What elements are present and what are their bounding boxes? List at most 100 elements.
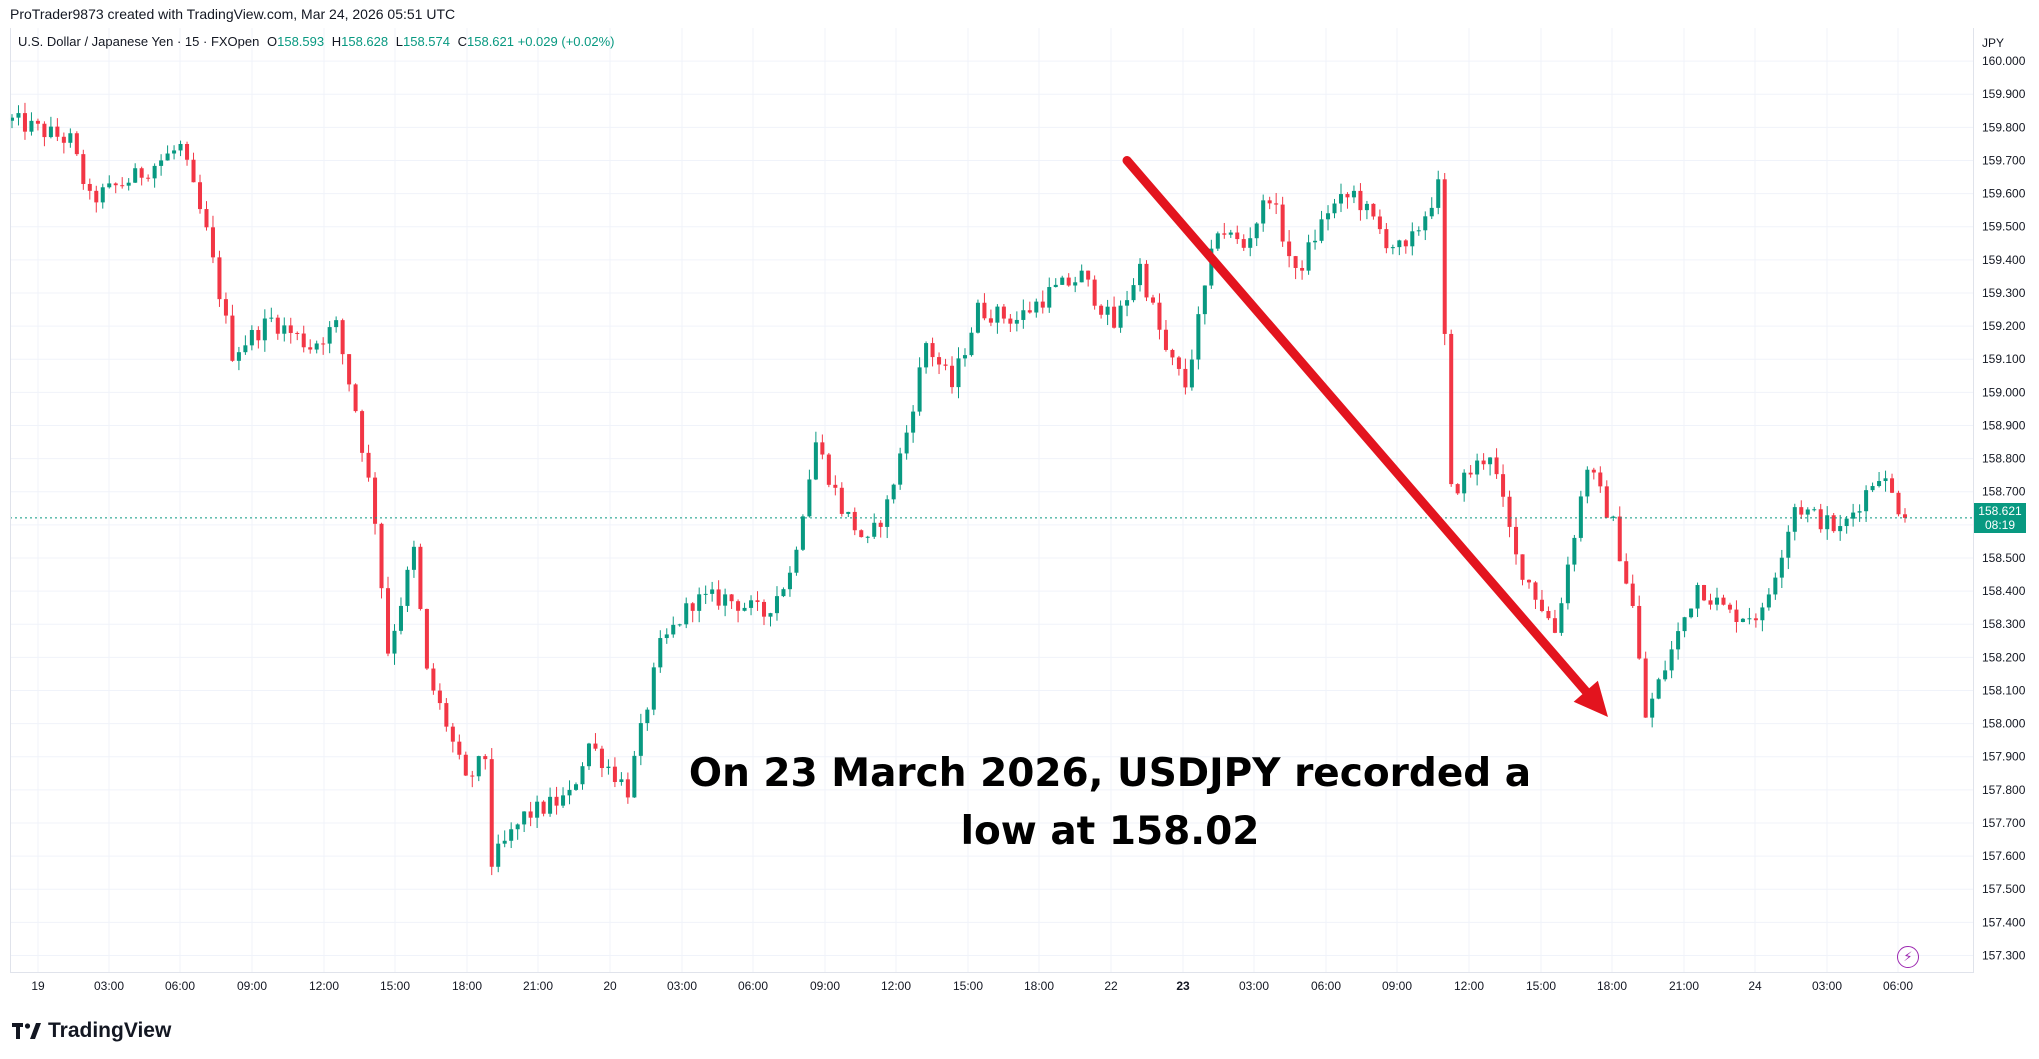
candle (1656, 677, 1661, 700)
candle (664, 628, 669, 644)
price-tick-label: 158.500 (1982, 551, 2026, 565)
price-tick-label: 158.100 (1982, 683, 2026, 697)
candle (1617, 506, 1622, 562)
symbol-name[interactable]: U.S. Dollar / Japanese Yen · 15 · FXOpen (18, 34, 260, 49)
price-tick-label: 158.000 (1982, 717, 2026, 731)
candle (1883, 470, 1888, 492)
candle (930, 337, 935, 367)
candle (535, 795, 540, 828)
candle (1714, 587, 1720, 611)
candle (807, 469, 812, 518)
candle (1300, 260, 1305, 280)
candle (133, 163, 138, 183)
lightning-icon[interactable]: ⚡ (1897, 946, 1919, 968)
candle (1501, 464, 1506, 507)
candle (48, 116, 53, 139)
candle (1060, 275, 1065, 285)
candle (1364, 200, 1369, 220)
candle (839, 482, 844, 517)
candle (178, 140, 183, 157)
candle (1222, 222, 1227, 239)
candle (295, 331, 300, 341)
price-tick-label: 159.300 (1982, 286, 2026, 300)
candlesticks (9, 102, 1908, 876)
candle (120, 177, 125, 189)
candle (729, 594, 734, 609)
candle (1157, 293, 1162, 340)
candle (1306, 234, 1311, 275)
candle (1423, 211, 1428, 241)
candle (632, 750, 637, 798)
candle (1896, 490, 1901, 517)
candle (152, 163, 157, 188)
last-price-tag: 158.621 08:19 (1974, 502, 2026, 533)
tradingview-brand[interactable]: TradingView (12, 1019, 171, 1043)
candle (1663, 660, 1668, 682)
candle (1611, 515, 1616, 522)
candle (658, 630, 663, 673)
candle (962, 348, 967, 367)
candle (1228, 229, 1233, 238)
candle (1196, 306, 1201, 370)
candle (1462, 469, 1467, 502)
candle (1099, 304, 1104, 319)
candle (139, 166, 144, 186)
annotation-text: On 23 March 2026, USDJPY recorded a low … (660, 745, 1560, 861)
candle (1585, 466, 1590, 504)
candle (1248, 227, 1253, 257)
price-tick-label: 157.300 (1982, 948, 2026, 962)
candle (671, 616, 676, 638)
candle (1526, 579, 1532, 589)
candle (437, 683, 442, 710)
candle (956, 347, 961, 399)
candle (1734, 600, 1739, 633)
candle (1520, 554, 1525, 586)
candle (1682, 616, 1687, 638)
candle (288, 317, 293, 344)
candle (1559, 597, 1564, 636)
candle (1377, 209, 1382, 235)
candle (1436, 170, 1441, 215)
candle (593, 733, 598, 751)
candle (586, 742, 591, 770)
candle (392, 624, 397, 665)
candle (898, 447, 903, 490)
candle (872, 513, 877, 539)
currency-label[interactable]: JPY (1982, 36, 2005, 50)
symbol-legend[interactable]: U.S. Dollar / Japanese Yen · 15 · FXOpen… (18, 34, 614, 49)
candle (1261, 194, 1266, 232)
time-tick-label: 06:00 (738, 979, 768, 993)
candle (470, 770, 475, 788)
candle (1773, 572, 1778, 600)
time-tick-label: 06:00 (1311, 979, 1341, 993)
candle (1481, 453, 1486, 470)
candle (1351, 185, 1356, 204)
candle (1287, 230, 1292, 268)
candle (1254, 222, 1259, 247)
candle (9, 114, 15, 129)
time-tick-label: 15:00 (1526, 979, 1556, 993)
candle (398, 597, 403, 635)
candle (165, 145, 170, 161)
candle (1390, 244, 1395, 255)
candle (982, 293, 987, 321)
candle (1410, 222, 1415, 256)
candle (146, 174, 151, 182)
candle (1870, 482, 1875, 493)
price-tick-label: 159.800 (1982, 120, 2026, 134)
time-axis[interactable]: 19 03:00 06:00 09:00 12:00 15:00 18:00 21:00 20 0… (31, 979, 1913, 993)
price-tick-label: 159.700 (1982, 153, 2026, 167)
candle (1624, 553, 1629, 585)
candle (1766, 588, 1771, 611)
candle (690, 602, 695, 623)
candle (1416, 226, 1421, 236)
candle (606, 759, 611, 775)
candle (1138, 258, 1143, 292)
candle (463, 751, 468, 777)
price-tick-label: 158.400 (1982, 584, 2026, 598)
candle (197, 174, 203, 214)
candle (1131, 278, 1136, 303)
time-tick-label: 03:00 (94, 979, 124, 993)
candle (373, 472, 378, 535)
